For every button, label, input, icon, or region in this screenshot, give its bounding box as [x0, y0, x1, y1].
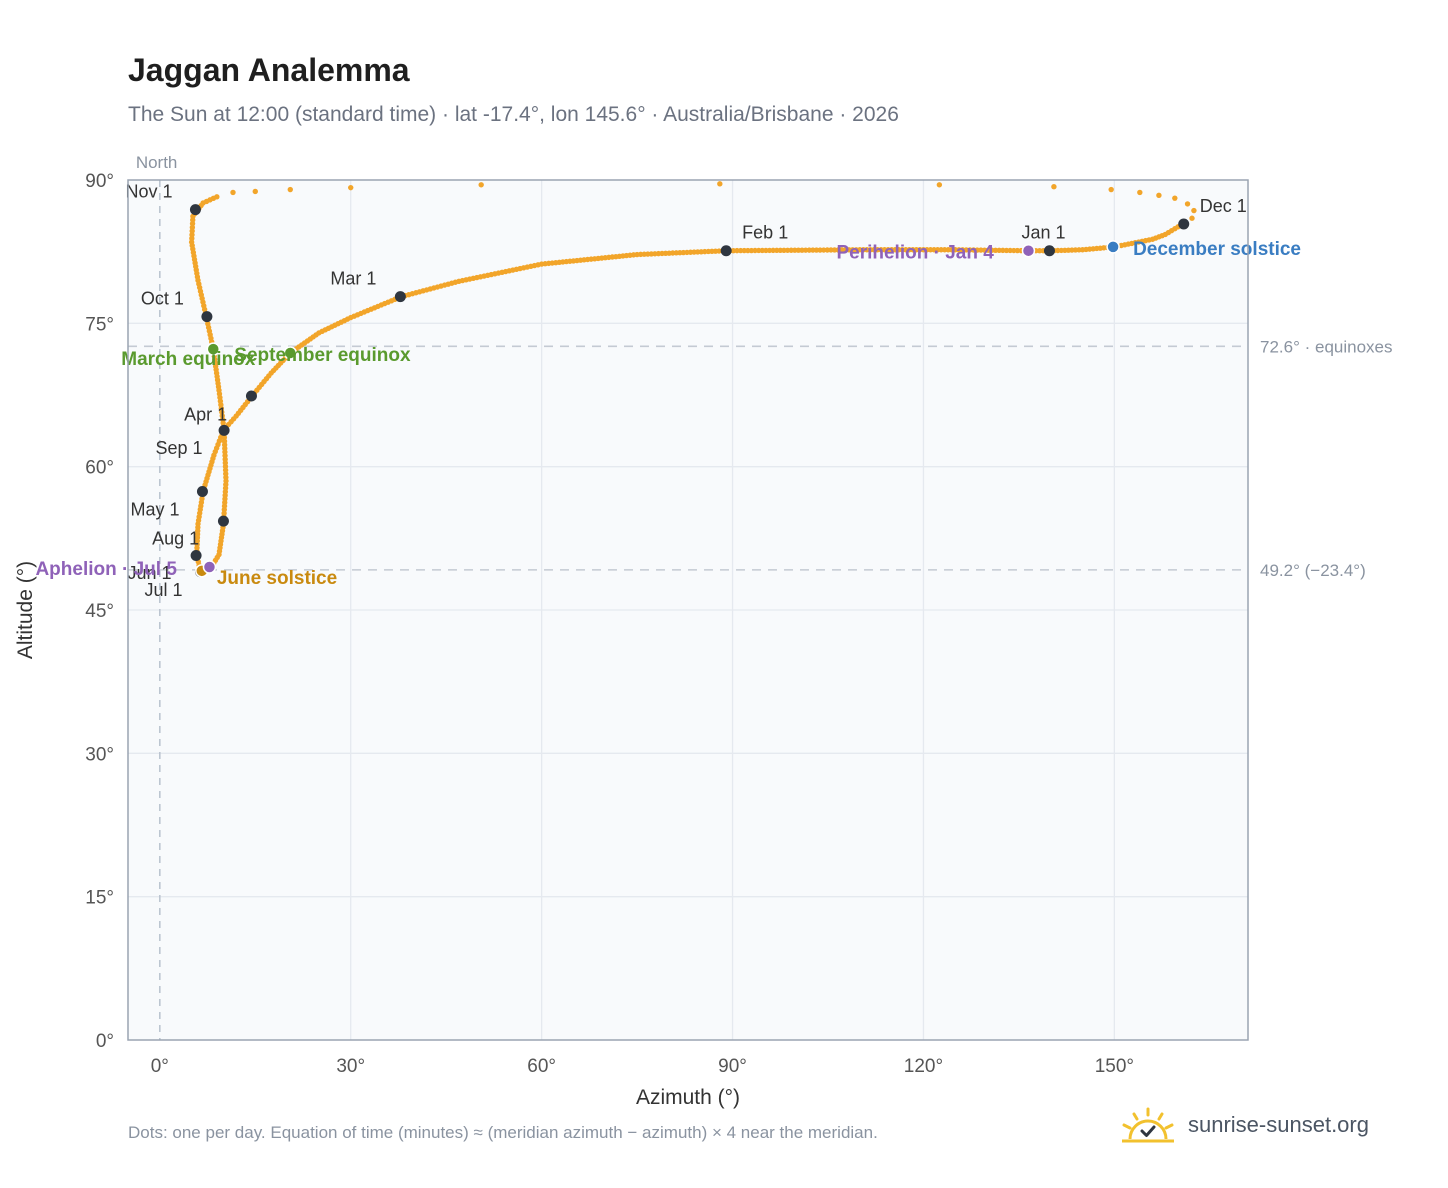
- reference-label: 49.2° (−23.4°): [1260, 561, 1366, 580]
- month-marker: [394, 291, 406, 303]
- month-label: Aug 1: [152, 529, 199, 549]
- x-tick-label: 30°: [336, 1056, 365, 1077]
- x-tick-label: 150°: [1095, 1056, 1134, 1077]
- event-marker: [206, 342, 221, 356]
- event-marker: [1106, 240, 1120, 254]
- month-label: Apr 1: [184, 404, 227, 424]
- daily-dot: [1108, 186, 1114, 193]
- x-tick-label: 0°: [151, 1056, 169, 1077]
- x-tick-label: 60°: [527, 1056, 556, 1077]
- y-tick-label: 30°: [85, 744, 114, 765]
- month-label: Jan 1: [1021, 223, 1065, 243]
- x-tick-label: 90°: [718, 1056, 747, 1077]
- y-tick-label: 60°: [85, 458, 114, 479]
- event-label: September equinox: [234, 345, 411, 366]
- daily-dot: [1156, 192, 1162, 198]
- month-label: Oct 1: [141, 289, 184, 309]
- chart-subtitle: The Sun at 12:00 (standard time) · lat -…: [128, 103, 899, 126]
- month-marker: [720, 245, 732, 257]
- daily-dot: [1137, 189, 1143, 196]
- plot-frame: [127, 179, 1249, 1041]
- month-marker: [1043, 245, 1055, 257]
- brand-name: sunrise-sunset.org: [1188, 1112, 1369, 1137]
- month-marker: [190, 550, 202, 562]
- daily-dot: [1191, 207, 1197, 214]
- month-label: Jul 1: [145, 580, 183, 600]
- reference-label: 72.6° · equinoxes: [1260, 337, 1393, 356]
- x-tick-label: 120°: [904, 1056, 943, 1077]
- daily-dot: [478, 182, 484, 188]
- y-tick-label: 90°: [85, 171, 114, 192]
- month-marker: [1178, 218, 1190, 230]
- month-label: Feb 1: [742, 223, 788, 243]
- brand-logo[interactable]: sunrise-sunset.org: [1120, 1100, 1369, 1150]
- reference-lines: North 72.6° · equinoxes 49.2° (−23.4°): [128, 153, 1393, 1040]
- axes: 0° 30° 60° 90° 120° 150° 0° 15° 30° 45° 60° 75° 90°: [85, 171, 1134, 1077]
- y-tick-label: 45°: [85, 601, 114, 622]
- daily-dot: [230, 189, 236, 196]
- event-label: March equinox: [121, 349, 256, 370]
- daily-dot: [287, 186, 293, 193]
- grid-lines: [128, 180, 1248, 1040]
- daily-dot: [1036, 248, 1043, 254]
- event-label: June solstice: [217, 568, 337, 589]
- daily-dot: [717, 181, 723, 187]
- x-axis-label: Azimuth (°): [636, 1086, 740, 1109]
- month-label: Dec 1: [1200, 196, 1247, 216]
- daily-dot: [252, 188, 258, 195]
- month-marker: [218, 424, 230, 436]
- event-label: December solstice: [1133, 239, 1301, 260]
- month-marker: [196, 486, 208, 498]
- month-label: Sep 1: [155, 438, 202, 458]
- daily-dot: [1184, 201, 1191, 207]
- north-label: North: [136, 153, 178, 172]
- event-label: Perihelion · Jan 4: [836, 243, 994, 264]
- y-axis-label: Altitude (°): [14, 561, 37, 659]
- daily-dot: [1189, 215, 1195, 221]
- y-tick-label: 75°: [85, 314, 114, 335]
- event-marker: [283, 346, 298, 360]
- month-marker: [245, 390, 257, 402]
- month-label: Jun 1: [127, 563, 171, 583]
- event-label: Aphelion · Jul 5: [35, 559, 177, 580]
- month-label: Nov 1: [125, 182, 172, 202]
- daily-dot: [214, 194, 220, 200]
- chart-title: Jaggan Analemma: [128, 52, 410, 88]
- daily-dot: [1172, 195, 1178, 201]
- month-marker: [217, 515, 229, 527]
- daily-dot: [936, 182, 943, 188]
- daily-dot: [348, 184, 354, 191]
- month-marker: [189, 204, 201, 216]
- sun-check-icon: [1122, 1107, 1174, 1143]
- event-marker: [202, 560, 217, 574]
- month-marker: [201, 311, 213, 323]
- daily-dot: [1051, 183, 1057, 190]
- y-tick-label: 15°: [85, 888, 114, 909]
- month-label: Mar 1: [330, 269, 376, 289]
- y-tick-label: 0°: [96, 1031, 114, 1052]
- month-label: May 1: [130, 500, 179, 520]
- chart-footnote: Dots: one per day. Equation of time (min…: [128, 1123, 878, 1142]
- event-marker: [1021, 243, 1036, 258]
